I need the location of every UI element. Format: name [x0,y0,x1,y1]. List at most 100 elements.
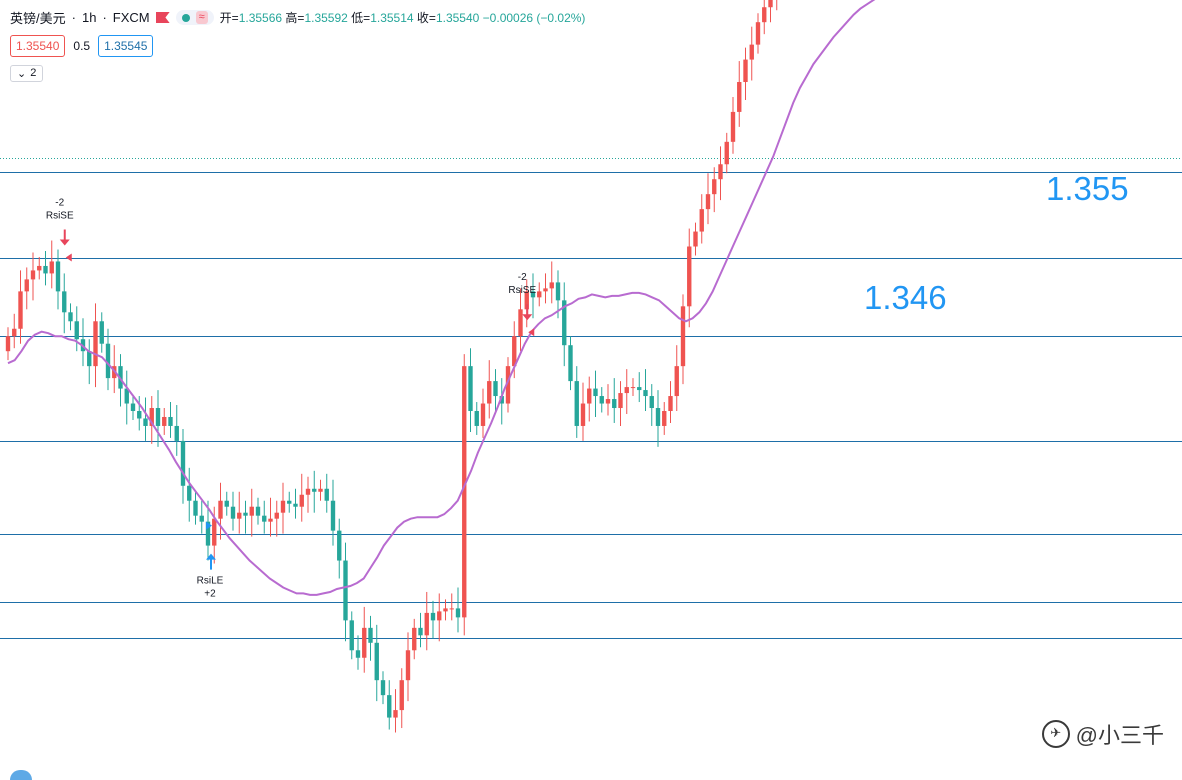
candle-up [249,506,254,516]
candle-down [43,265,48,274]
candle-up [755,22,761,45]
candle-down [374,642,379,681]
candle-up [662,411,667,426]
data-source: FXCM [112,10,150,25]
signal-count-2: -2 [518,272,527,283]
flag-icon[interactable] [155,12,170,23]
candle-up [630,387,636,389]
candle-down [87,351,92,367]
timeframe[interactable]: 1h [81,10,97,25]
candle-down [105,343,111,379]
candle-down [387,695,392,718]
candle-up [237,512,242,519]
trade-panel: 1.35540 0.5 1.35545 [10,35,154,57]
candle-up [618,393,623,409]
candle-down [349,620,354,651]
candle-down [568,345,573,382]
sell-marker-icon [528,328,535,337]
candle-down [68,312,73,322]
candle-down [649,396,654,409]
candle-down [243,512,248,516]
candle-up [705,194,711,210]
candle-down [174,425,179,441]
sell-arrow-icon [59,229,70,246]
candle-up [405,650,411,681]
candle-down [99,321,104,344]
candle-down [199,515,204,522]
candle-up [687,246,692,307]
sell-marker-icon [65,253,72,262]
candle-up [393,710,398,718]
indicators-toggle[interactable]: ⌄ 2 [10,65,44,82]
candle-up [37,265,42,271]
candle-up [624,387,629,394]
candle-up [93,321,98,367]
market-status-pill[interactable]: ≈ [175,10,214,25]
signal-label-2: RsiSE [508,285,536,296]
tradingview-logo-icon[interactable] [10,770,32,780]
candle-up [24,279,29,292]
candle-down [187,485,192,501]
candle-down [355,650,361,658]
chart-header: 英镑/美元 · 1h · FXCM ≈ 开=1.35566 高=1.35592 … [10,10,586,26]
candle-down [143,418,148,426]
candle-up [605,399,611,404]
candle-up [274,512,279,519]
candle-up [437,611,442,621]
candle-up [449,608,454,610]
candle-down [468,366,473,412]
candle-down [493,381,498,397]
signal-count-1: +2 [204,589,216,600]
spread-value: 0.5 [73,39,91,53]
candle-up [668,396,673,412]
candle-up [18,291,23,329]
sell-button[interactable]: 1.35540 [10,35,66,57]
candle-down [530,291,536,298]
candle-down [499,396,504,404]
candle-up [412,627,417,651]
candle-up [537,291,542,298]
watermark: ✈ @小三千 [1041,718,1164,750]
candle-up [12,328,17,337]
candle-down [168,416,173,426]
candle-down [230,506,236,519]
candle-down [430,612,436,621]
candle-up [443,608,448,612]
candle-down [224,500,229,507]
candle-down [255,506,261,516]
candle-up [149,408,154,426]
buy-button[interactable]: 1.35545 [98,35,154,57]
symbol-name[interactable]: 英镑/美元 [10,11,66,26]
candle-up [305,488,311,495]
candle-up [543,288,548,292]
buy-marker-icon [206,521,212,530]
candle-down [330,500,336,531]
candle-up [299,494,304,507]
candle-up [737,82,742,112]
candle-up [549,282,554,289]
level-label-1355: 1.355 [1046,170,1129,207]
candle-down [180,440,186,486]
candle-down [287,500,292,504]
signal-label-0: RsiSE [46,210,74,221]
moving-average-line [7,0,876,596]
candle-up [424,612,429,636]
candle-up [30,270,36,280]
candle-down [74,321,79,340]
candle-down [205,521,211,546]
candle-up [505,366,511,404]
sell-arrow-icon [522,304,533,321]
candle-up [399,680,404,711]
watermark-text: @小三千 [1075,723,1164,748]
candle-up [768,0,773,8]
candle-up [749,44,754,60]
candle-down [474,411,479,426]
candle-down [637,387,642,391]
candle-up [462,366,467,618]
candle-down [455,608,461,618]
market-open-dot-icon [181,13,190,22]
ohlc-values: 开=1.35566 高=1.35592 低=1.35514 收=1.35540 … [219,11,586,25]
candle-down [155,408,161,426]
candle-up [512,336,517,367]
